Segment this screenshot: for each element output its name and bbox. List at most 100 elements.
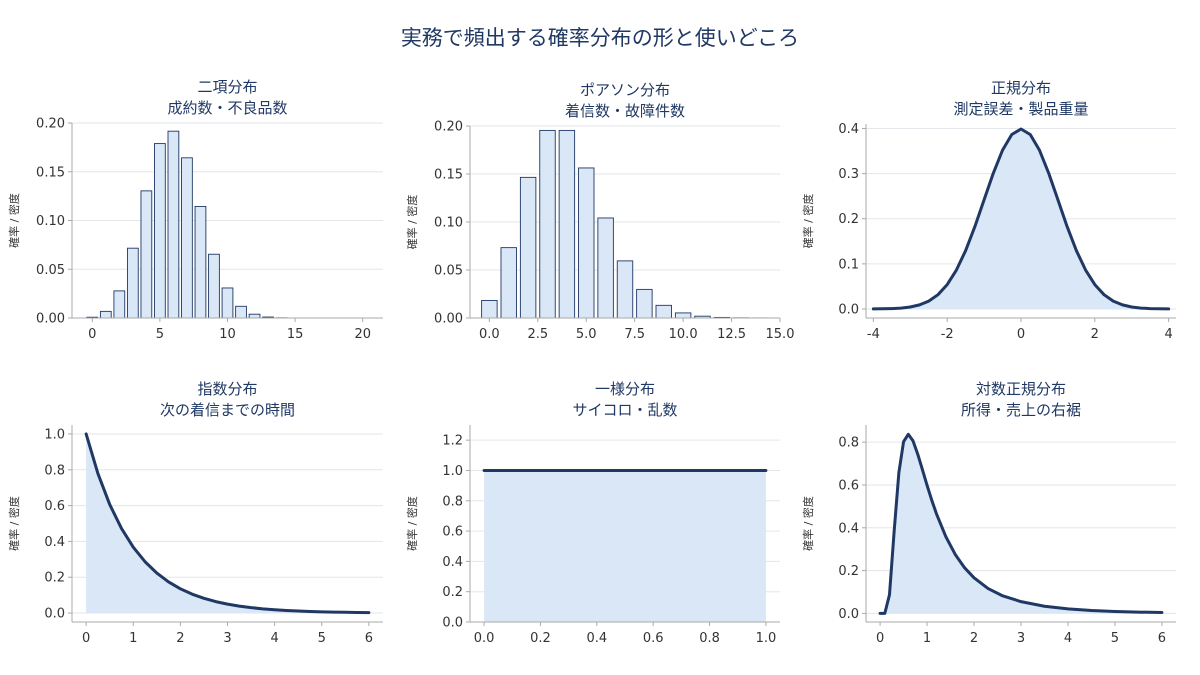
panel-subtitle: 所得・売上の右裾 <box>961 401 1081 419</box>
y-tick-label: 0.00 <box>36 312 65 327</box>
y-tick-label: 0.8 <box>44 463 65 478</box>
panel-title: 対数正規分布 <box>976 380 1066 398</box>
y-tick-label: 0.0 <box>44 607 65 622</box>
x-tick-label: 6 <box>365 631 373 646</box>
y-tick-label: 0.6 <box>442 525 463 540</box>
x-tick-label: 2 <box>970 631 978 646</box>
bar <box>481 299 498 319</box>
panel-title: 二項分布 <box>197 78 257 96</box>
x-tick-label: 3 <box>223 631 231 646</box>
y-tick-label: 1.0 <box>44 427 65 442</box>
panel-subtitle: 成約数・不良品数 <box>167 99 287 117</box>
y-axis-label: 確率 / 密度 <box>405 195 419 250</box>
x-tick-label: 15 <box>287 327 304 342</box>
y-tick-label: 0.4 <box>838 122 859 137</box>
x-tick-label: 12.5 <box>717 327 746 342</box>
bar <box>208 253 220 319</box>
bar <box>519 176 537 319</box>
y-axis-label: 確率 / 密度 <box>801 194 815 249</box>
y-tick-label: 0.05 <box>434 264 463 279</box>
bar <box>167 130 180 319</box>
bar <box>113 290 126 319</box>
y-tick-label: 0.15 <box>434 168 463 183</box>
y-tick-label: 0.6 <box>44 499 65 514</box>
bar <box>99 310 112 319</box>
x-tick-label: 20 <box>354 327 371 342</box>
bar <box>181 157 193 319</box>
x-tick-label: 1 <box>129 631 137 646</box>
y-tick-label: 0.2 <box>838 564 859 579</box>
bar <box>578 167 595 319</box>
y-tick-label: 0.8 <box>442 494 463 509</box>
x-tick-label: 5 <box>1111 631 1119 646</box>
panel-title: 指数分布 <box>197 380 257 398</box>
x-tick-label: 5 <box>156 327 164 342</box>
bar <box>248 313 261 319</box>
y-tick-label: 0.05 <box>36 263 65 278</box>
x-tick-label: 0 <box>88 327 96 342</box>
density-line <box>878 432 1164 615</box>
y-tick-label: 0.4 <box>442 555 463 570</box>
x-tick-label: 0.0 <box>474 631 495 646</box>
bar <box>616 260 634 319</box>
y-tick-label: 0.4 <box>838 521 859 536</box>
bar <box>126 247 139 319</box>
y-axis-label: 確率 / 密度 <box>405 496 419 551</box>
bar <box>194 206 207 319</box>
x-tick-label: 10 <box>219 327 236 342</box>
x-tick-label: 1 <box>923 631 931 646</box>
y-tick-label: 0.15 <box>36 165 65 180</box>
bar <box>539 129 556 319</box>
x-tick-label: 1.0 <box>756 631 777 646</box>
panel-subtitle: 次の着信までの時間 <box>160 401 295 419</box>
bar <box>235 305 247 319</box>
panel-subtitle: 着信数・故障件数 <box>565 102 685 120</box>
bar <box>140 190 153 319</box>
bar <box>597 217 614 319</box>
x-tick-label: -2 <box>941 327 954 342</box>
x-tick-label: 0.4 <box>586 631 607 646</box>
bar <box>154 143 166 319</box>
x-tick-label: 0 <box>1017 327 1025 342</box>
y-tick-label: 1.0 <box>442 464 463 479</box>
density-area <box>873 129 1169 309</box>
y-tick-label: 0.6 <box>838 478 859 493</box>
y-tick-label: 0.0 <box>442 616 463 631</box>
panel-subtitle: サイコロ・乱数 <box>572 401 677 419</box>
x-tick-label: 0 <box>82 631 90 646</box>
y-tick-label: 0.2 <box>442 585 463 600</box>
density-line <box>84 432 371 615</box>
bar <box>558 129 576 319</box>
bar <box>655 304 672 319</box>
figure-title: 実務で頻出する確率分布の形と使いどころ <box>400 26 800 50</box>
x-tick-label: 2.5 <box>527 327 548 342</box>
x-tick-label: 0.0 <box>479 327 500 342</box>
panel-title: ポアソン分布 <box>580 81 670 99</box>
y-tick-label: 0.0 <box>838 607 859 622</box>
x-tick-label: 2 <box>176 631 184 646</box>
x-tick-label: -4 <box>867 327 880 342</box>
x-tick-label: 7.5 <box>624 327 645 342</box>
x-tick-label: 4 <box>1164 327 1172 342</box>
x-tick-label: 15.0 <box>766 327 795 342</box>
x-tick-label: 0.2 <box>530 631 551 646</box>
y-tick-label: 0.00 <box>434 312 463 327</box>
density-area <box>484 470 766 622</box>
x-tick-label: 10.0 <box>669 327 698 342</box>
x-tick-label: 4 <box>270 631 278 646</box>
panel-title: 正規分布 <box>991 79 1051 97</box>
x-tick-label: 0.8 <box>699 631 720 646</box>
y-tick-label: 0.10 <box>434 216 463 231</box>
x-tick-label: 4 <box>1064 631 1072 646</box>
y-axis-label: 確率 / 密度 <box>7 496 21 551</box>
panel-subtitle: 測定誤差・製品重量 <box>953 100 1088 118</box>
y-tick-label: 0.1 <box>838 257 859 272</box>
y-tick-label: 0.20 <box>434 120 463 135</box>
y-tick-label: 0.8 <box>838 436 859 451</box>
panel-title: 一様分布 <box>595 380 655 398</box>
